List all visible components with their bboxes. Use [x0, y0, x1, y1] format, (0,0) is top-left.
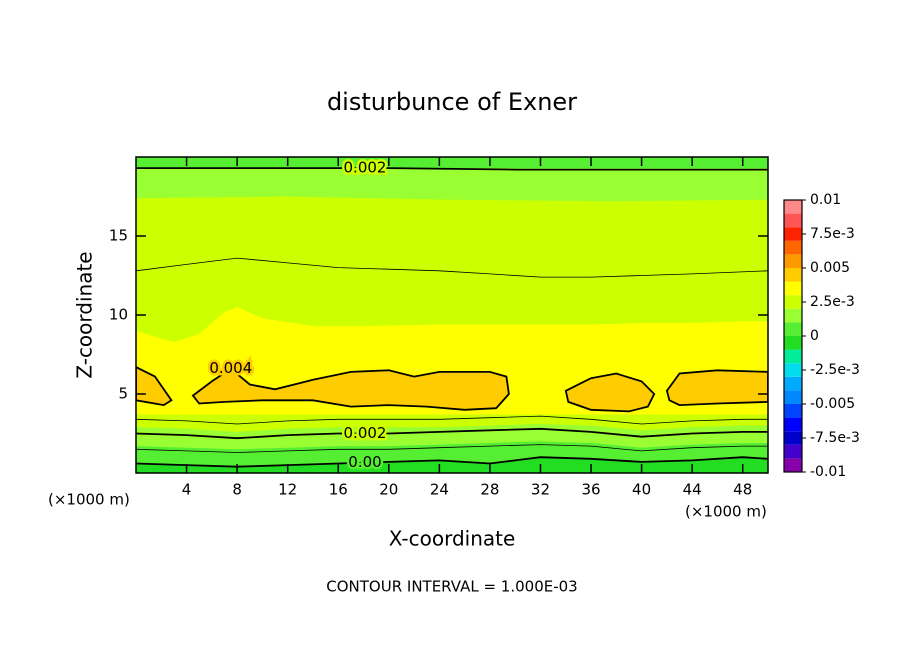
contour-label: 0.00 [348, 453, 381, 471]
x-unit-label: (×1000 m) [48, 491, 130, 509]
footnote: CONTOUR INTERVAL = 1.000E-03 [326, 578, 577, 596]
colorbar-bin [784, 295, 802, 309]
colorbar-bin [784, 213, 802, 228]
colorbar-bin [784, 240, 802, 255]
axes: 4 8 12 16 20 24 28 32 36 40 44 4851015-0.01-7.5e-3-… [109, 156, 860, 499]
x-tick-label: 32 [531, 481, 550, 499]
x-axis-label: X-coordinate [389, 527, 516, 551]
contour-line [136, 456, 768, 468]
x-tick-label: 48 [733, 481, 752, 499]
x-unit-label: (×1000 m) [685, 503, 767, 521]
contour-line [136, 415, 768, 425]
y-tick-label: 15 [109, 227, 128, 245]
colorbar-bin [784, 254, 802, 268]
colorbar-bin [784, 458, 802, 472]
colorbar-label: 2.5e-3 [810, 294, 855, 310]
x-tick-label: 40 [632, 481, 651, 499]
x-tick-label: 20 [379, 481, 398, 499]
colorbar-label: -2.5e-3 [810, 362, 860, 378]
fill-region [136, 457, 768, 473]
colorbar-bin [784, 444, 802, 459]
x-tick-label: 12 [278, 481, 297, 499]
colorbar-label: -0.01 [810, 464, 846, 480]
y-axis-label: Z-coordinate [73, 251, 97, 378]
colorbar-label: -7.5e-3 [810, 430, 860, 446]
colorbar-label: 7.5e-3 [810, 226, 855, 242]
y-tick-label: 10 [109, 306, 128, 324]
contour-fill [565, 373, 655, 412]
contour-line [136, 427, 768, 440]
colorbar-bin [784, 268, 802, 282]
contour-label: 0.002 [344, 159, 387, 177]
contour-lines: 0.002 0.004 0.002 0.00 [136, 157, 768, 473]
chart-title: disturbunce of Exner [327, 88, 577, 116]
x-tick-label: 4 [182, 481, 192, 499]
colorbar-bin [784, 322, 802, 336]
y-tick-label: 5 [118, 385, 128, 403]
colorbar-bin [784, 281, 802, 296]
colorbar-label: 0 [810, 328, 819, 344]
colorbar-bin [784, 349, 802, 364]
x-tick-label: 44 [683, 481, 702, 499]
x-tick-label: 28 [480, 481, 499, 499]
colorbar-bin [784, 404, 802, 418]
colorbar-bin [784, 200, 802, 214]
contour-line [191, 367, 510, 411]
contour-label: 0.002 [344, 424, 387, 442]
contour-line [136, 167, 768, 171]
x-tick-label: 8 [232, 481, 242, 499]
contour-label: 0.004 [209, 359, 252, 377]
contour-line [136, 444, 768, 453]
x-tick-label: 16 [329, 481, 348, 499]
x-tick-label: 24 [430, 481, 449, 499]
colorbar-label: 0.005 [810, 260, 850, 276]
colorbar-bin [784, 376, 802, 391]
colorbar-bin [784, 227, 802, 241]
colorbar-bin [784, 308, 802, 323]
contour-line [136, 257, 768, 278]
contour-line [136, 366, 173, 407]
contour-fill [666, 370, 768, 406]
colorbar-bin [784, 336, 802, 350]
fill-region [136, 157, 768, 169]
colorbar-bin [784, 390, 802, 404]
contour-line [564, 372, 656, 413]
colorbar-label: 0.01 [810, 192, 841, 208]
colorbar-bin [784, 417, 802, 432]
contour-fill [136, 367, 172, 406]
contour-line [665, 369, 768, 407]
x-tick-label: 36 [581, 481, 600, 499]
colorbar-bin [784, 363, 802, 377]
colorbar-label: -0.005 [810, 396, 855, 412]
colorbar-bin [784, 431, 802, 445]
plot-fill [136, 157, 768, 473]
